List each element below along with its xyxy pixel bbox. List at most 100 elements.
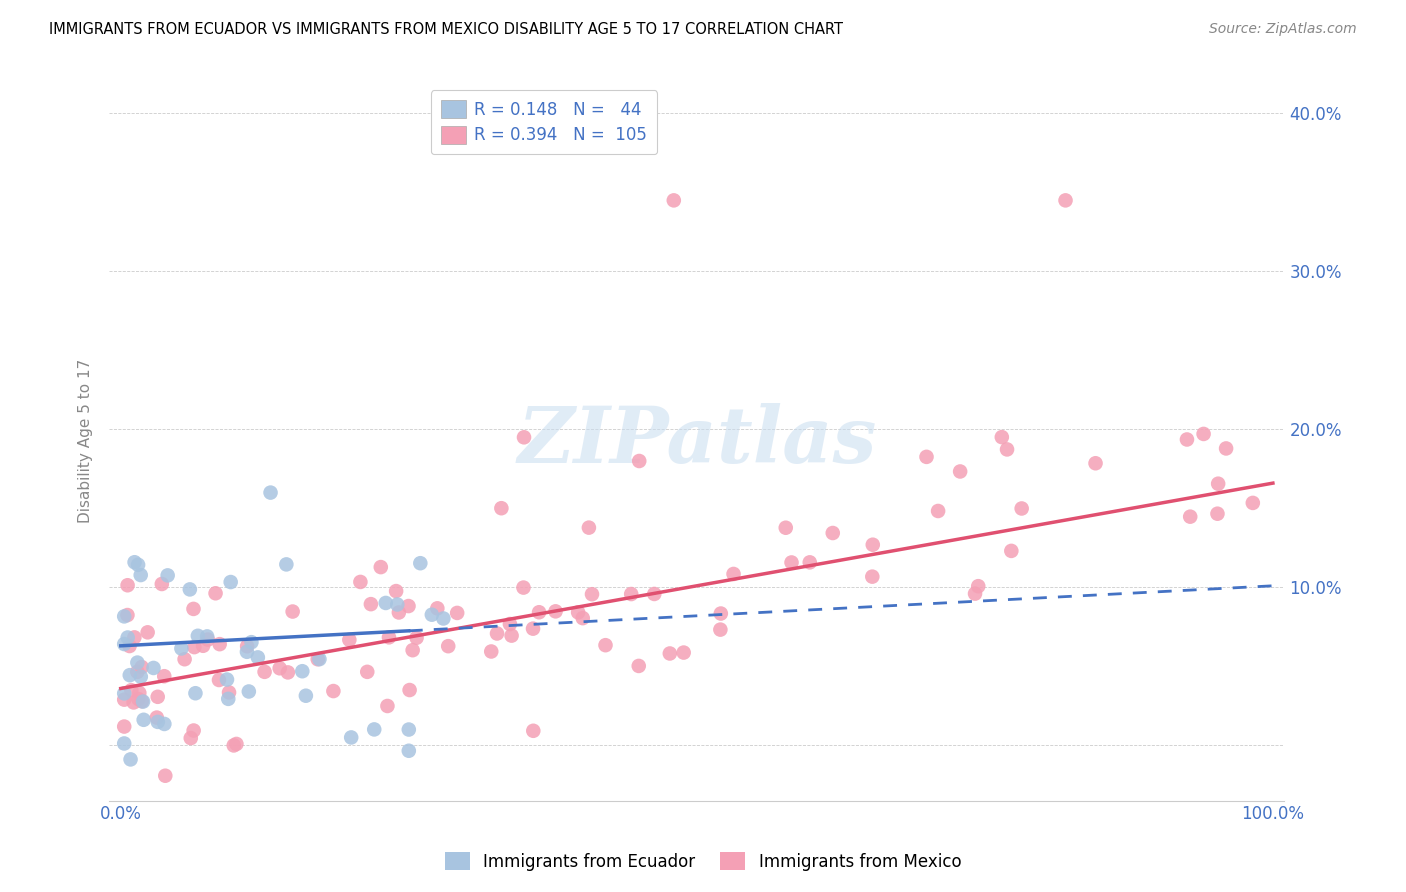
Point: [1206, 476, 1229, 491]
Point: [567, 605, 589, 619]
Point: [269, 661, 291, 675]
Point: [187, 629, 209, 643]
Point: [1175, 433, 1198, 447]
Point: [238, 684, 260, 698]
Point: [142, 661, 165, 675]
Point: [184, 686, 207, 700]
Point: [112, 609, 135, 624]
Point: [1192, 426, 1215, 441]
Point: [927, 504, 949, 518]
Point: [860, 569, 883, 583]
Point: [821, 526, 844, 541]
Point: [1241, 496, 1264, 510]
Point: [146, 714, 169, 729]
Point: [1180, 509, 1202, 524]
Point: [544, 604, 567, 618]
Point: [799, 555, 821, 569]
Point: [127, 692, 149, 706]
Point: [132, 695, 155, 709]
Point: [281, 605, 304, 619]
Point: [127, 665, 149, 679]
Point: [218, 685, 240, 699]
Point: [124, 631, 146, 645]
Point: [131, 660, 153, 674]
Text: IMMIGRANTS FROM ECUADOR VS IMMIGRANTS FROM MEXICO DISABILITY AGE 5 TO 17 CORRELA: IMMIGRANTS FROM ECUADOR VS IMMIGRANTS FR…: [49, 22, 844, 37]
Point: [340, 731, 363, 745]
Point: [967, 579, 990, 593]
Point: [437, 639, 460, 653]
Point: [363, 723, 385, 737]
Point: [377, 698, 399, 713]
Point: [236, 645, 259, 659]
Point: [337, 632, 360, 647]
Point: [405, 631, 427, 645]
Point: [240, 635, 263, 649]
Point: [398, 723, 420, 737]
Point: [208, 673, 231, 687]
Point: [132, 713, 155, 727]
Point: [120, 752, 142, 766]
Point: [112, 637, 135, 651]
Point: [183, 723, 205, 738]
Point: [183, 640, 205, 654]
Point: [446, 606, 468, 620]
Point: [155, 769, 177, 783]
Point: [398, 744, 420, 758]
Point: [197, 632, 219, 647]
Point: [401, 643, 423, 657]
Point: [522, 723, 544, 738]
Point: [127, 558, 149, 572]
Point: [146, 690, 169, 704]
Point: [527, 605, 550, 619]
Point: [775, 521, 797, 535]
Point: [112, 736, 135, 750]
Point: [420, 607, 443, 622]
Point: [191, 639, 214, 653]
Point: [995, 442, 1018, 457]
Point: [627, 659, 650, 673]
Point: [129, 670, 152, 684]
Point: [277, 665, 299, 680]
Point: [1054, 194, 1077, 208]
Point: [219, 575, 242, 590]
Point: [179, 582, 201, 597]
Point: [356, 665, 378, 679]
Point: [1000, 544, 1022, 558]
Point: [398, 683, 420, 698]
Text: ZIPatlas: ZIPatlas: [517, 403, 876, 480]
Point: [522, 622, 544, 636]
Point: [512, 581, 534, 595]
Point: [780, 556, 803, 570]
Point: [322, 684, 344, 698]
Point: [180, 731, 202, 745]
Point: [672, 646, 695, 660]
Point: [276, 558, 298, 572]
Point: [222, 739, 245, 753]
Point: [208, 637, 231, 651]
Point: [259, 485, 281, 500]
Point: [571, 611, 593, 625]
Point: [501, 629, 523, 643]
Point: [388, 606, 411, 620]
Point: [183, 602, 205, 616]
Point: [374, 596, 396, 610]
Point: [491, 501, 513, 516]
Point: [709, 623, 731, 637]
Point: [915, 450, 938, 464]
Point: [398, 599, 420, 613]
Point: [1011, 501, 1033, 516]
Y-axis label: Disability Age 5 to 17: Disability Age 5 to 17: [79, 359, 93, 524]
Point: [710, 607, 733, 621]
Point: [307, 652, 329, 666]
Point: [513, 430, 536, 444]
Point: [146, 710, 169, 724]
Legend: Immigrants from Ecuador, Immigrants from Mexico: Immigrants from Ecuador, Immigrants from…: [436, 844, 970, 880]
Point: [595, 638, 617, 652]
Point: [136, 625, 159, 640]
Point: [117, 631, 139, 645]
Point: [150, 577, 173, 591]
Point: [385, 584, 408, 599]
Point: [991, 430, 1014, 444]
Point: [658, 647, 681, 661]
Point: [949, 465, 972, 479]
